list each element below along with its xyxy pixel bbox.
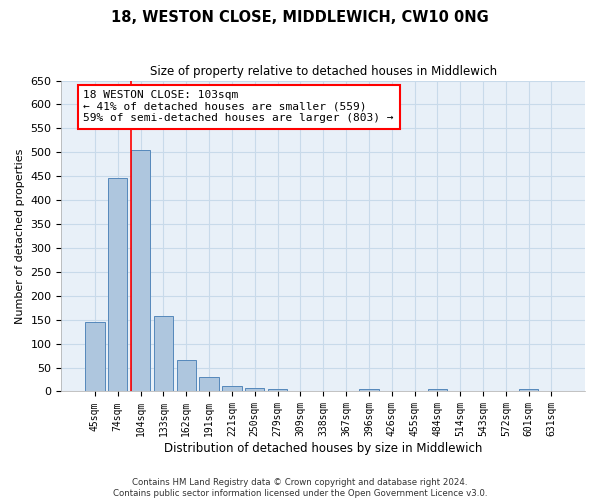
Bar xyxy=(85,322,104,392)
Bar xyxy=(176,360,196,392)
Text: 18, WESTON CLOSE, MIDDLEWICH, CW10 0NG: 18, WESTON CLOSE, MIDDLEWICH, CW10 0NG xyxy=(111,10,489,25)
Bar xyxy=(359,389,379,392)
Bar xyxy=(154,316,173,392)
Bar xyxy=(131,150,150,392)
Bar xyxy=(519,389,538,392)
X-axis label: Distribution of detached houses by size in Middlewich: Distribution of detached houses by size … xyxy=(164,442,482,455)
Bar xyxy=(428,389,447,392)
Text: 18 WESTON CLOSE: 103sqm
← 41% of detached houses are smaller (559)
59% of semi-d: 18 WESTON CLOSE: 103sqm ← 41% of detache… xyxy=(83,90,394,124)
Bar xyxy=(108,178,127,392)
Y-axis label: Number of detached properties: Number of detached properties xyxy=(15,148,25,324)
Bar xyxy=(199,377,219,392)
Bar xyxy=(222,386,242,392)
Bar xyxy=(268,389,287,392)
Text: Contains HM Land Registry data © Crown copyright and database right 2024.
Contai: Contains HM Land Registry data © Crown c… xyxy=(113,478,487,498)
Title: Size of property relative to detached houses in Middlewich: Size of property relative to detached ho… xyxy=(149,65,497,78)
Bar xyxy=(245,388,265,392)
